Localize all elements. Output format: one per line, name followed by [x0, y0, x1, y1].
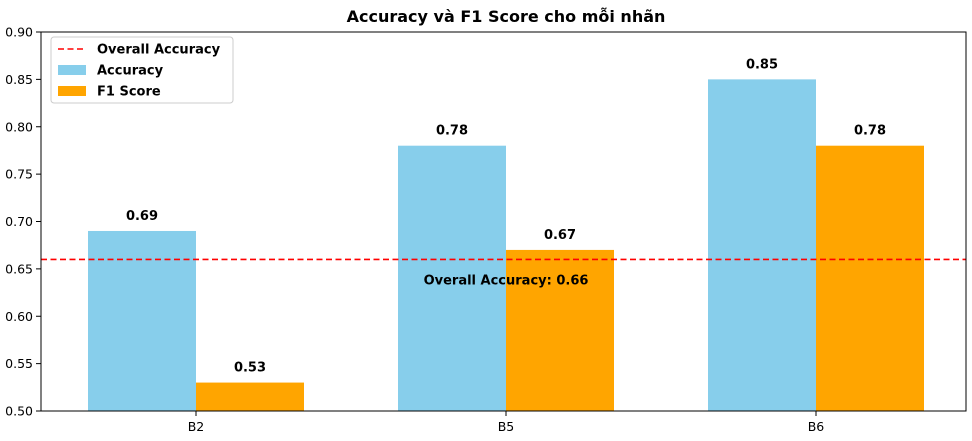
y-axis: 0.50 0.55 0.60 0.65 0.70 0.75 0.80 0.85 0.90 [5, 25, 41, 419]
legend-label-accuracy: Accuracy [97, 64, 164, 79]
x-axis: B2 B5 B6 [188, 411, 825, 434]
y-tick-label: 0.75 [5, 167, 33, 182]
y-tick-label: 0.70 [5, 214, 33, 229]
data-label: 0.85 [746, 57, 778, 72]
x-tick-label: B2 [188, 419, 205, 434]
y-tick-label: 0.90 [5, 25, 33, 40]
reference-line-group: Overall Accuracy: 0.66 [41, 258, 966, 288]
legend-swatch-f1-score [58, 86, 86, 96]
bar-accuracy-b2 [88, 230, 196, 411]
overall-accuracy-annotation: Overall Accuracy: 0.66 [424, 273, 589, 288]
y-tick-label: 0.80 [5, 119, 33, 134]
y-tick-label: 0.85 [5, 72, 33, 87]
bar-labels: 0.69 0.78 0.85 0.53 0.67 0.78 [126, 57, 886, 375]
data-label: 0.78 [436, 124, 468, 139]
legend-box [50, 36, 234, 104]
legend-label-overall-accuracy: Overall Accuracy [97, 43, 221, 58]
bars [88, 79, 924, 411]
bar-f1-score-b5 [506, 249, 614, 411]
x-tick-label: B6 [808, 419, 825, 434]
data-label: 0.78 [854, 124, 886, 139]
legend-swatch-accuracy [58, 65, 86, 75]
y-tick-label: 0.50 [5, 404, 33, 419]
chart-title: Accuracy và F1 Score cho mỗi nhãn [347, 7, 666, 26]
bar-accuracy-b6 [708, 79, 816, 411]
bar-accuracy-b5 [398, 145, 506, 411]
x-tick-label: B5 [498, 419, 515, 434]
y-tick-label: 0.60 [5, 309, 33, 324]
data-label: 0.69 [126, 209, 158, 224]
data-label: 0.67 [544, 228, 576, 243]
bar-f1-score-b2 [196, 382, 304, 411]
y-tick-label: 0.55 [5, 356, 33, 371]
data-label: 0.53 [234, 361, 266, 376]
y-tick-label: 0.65 [5, 261, 33, 276]
plot-area-frame [40, 31, 967, 412]
legend-label-f1-score: F1 Score [97, 85, 161, 100]
bar-f1-score-b6 [816, 145, 924, 411]
legend: Overall Accuracy Accuracy F1 Score [50, 36, 234, 104]
